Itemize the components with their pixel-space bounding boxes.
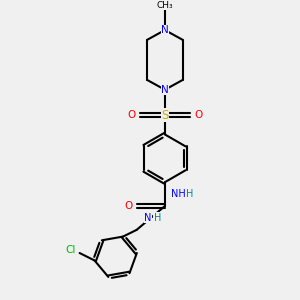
Text: NH: NH (171, 189, 186, 199)
Text: N: N (161, 85, 169, 95)
Text: CH₃: CH₃ (157, 1, 173, 10)
Text: H: H (186, 189, 193, 199)
Text: H: H (154, 213, 161, 223)
Text: N: N (144, 213, 152, 223)
Text: O: O (194, 110, 203, 120)
Text: N: N (161, 25, 169, 35)
Text: O: O (124, 201, 132, 211)
Text: O: O (127, 110, 135, 120)
Text: S: S (161, 109, 169, 122)
Text: Cl: Cl (65, 245, 75, 255)
